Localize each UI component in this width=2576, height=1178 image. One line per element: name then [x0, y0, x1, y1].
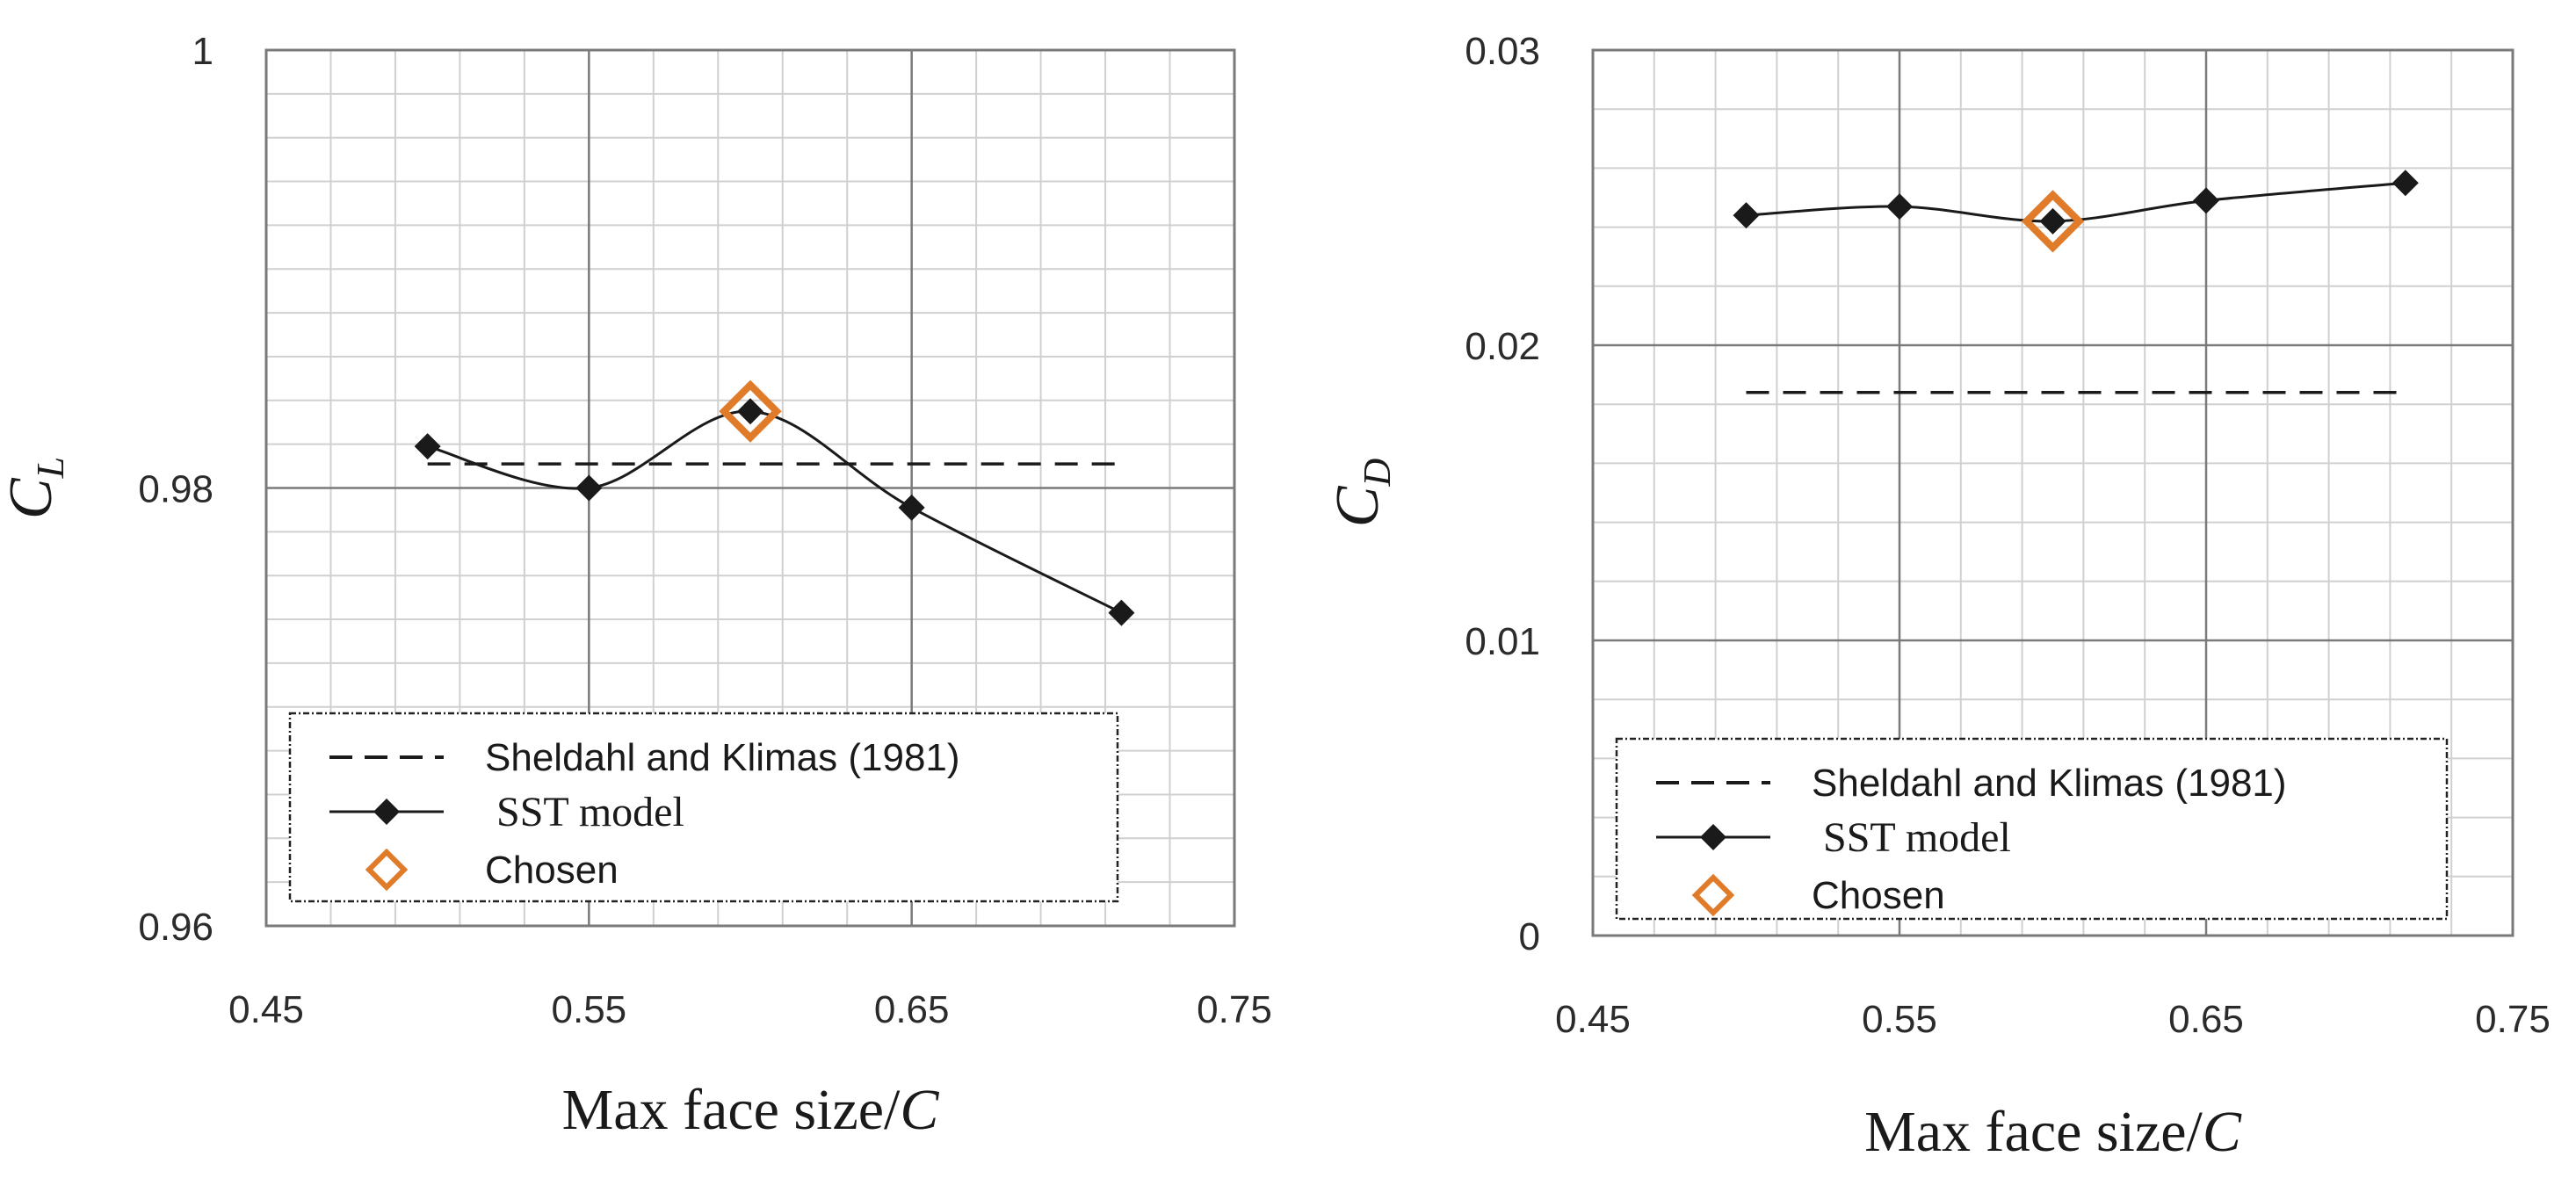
series-sst-line	[427, 409, 1123, 614]
y-axis-label: CD	[1324, 459, 1399, 528]
y-axis-label: CL	[0, 457, 72, 519]
sst-data-point	[414, 433, 441, 460]
y-axis-label-text: C	[1324, 485, 1392, 527]
x-axis-label: Max face size/C	[562, 1078, 940, 1142]
y-axis-label-subscript: D	[1356, 459, 1399, 488]
sst-data-point	[1733, 202, 1760, 229]
sst-data-point	[1108, 599, 1135, 626]
sst-data-point	[1886, 193, 1913, 220]
chosen-data-point	[2021, 190, 2085, 253]
y-axis-label-text: C	[0, 477, 65, 519]
x-axis-label-var: C	[900, 1078, 939, 1142]
x-axis-label: Max face size/C	[1864, 1100, 2242, 1164]
x-tick-label: 0.75	[2475, 998, 2551, 1041]
plot-frame	[1591, 48, 2514, 937]
y-tick-label: 0.96	[138, 906, 213, 949]
x-tick-label: 0.45	[1555, 998, 1631, 1041]
plot-frame	[264, 48, 1236, 928]
y-tick-label: 0.98	[138, 468, 213, 511]
legend-drag: Sheldahl and Klimas (1981) SST model Chose…	[1615, 737, 2449, 921]
x-tick-label: 0.65	[874, 988, 950, 1031]
x-tick-label: 0.75	[1197, 988, 1272, 1031]
sst-data-point	[2193, 187, 2219, 214]
chosen-data-point	[719, 379, 782, 443]
legend-chosen-swatch	[1691, 873, 1735, 917]
x-tick-label: 0.55	[552, 988, 627, 1031]
y-axis-label-subscript: L	[29, 457, 72, 479]
x-axis-label-text: Max face size/	[562, 1078, 901, 1142]
legend-lift: Sheldahl and Klimas (1981) SST model Chose…	[288, 712, 1119, 903]
y-tick-label: 1	[192, 30, 213, 73]
chart-lift: 0.45 0.55 0.65 0.75 0.96 0.98 1 Max face size/C…	[0, 30, 1272, 1142]
legend-sst-label: SST model	[1823, 814, 2011, 861]
legend-sst-label: SST model	[496, 789, 684, 835]
y-tick-label: 0.02	[1465, 325, 1540, 368]
x-axis-label-var: C	[2203, 1100, 2242, 1164]
sst-data-point	[2039, 207, 2066, 235]
legend-chosen-label: Chosen	[485, 849, 619, 892]
x-axis-label-text: Max face size/	[1864, 1100, 2203, 1164]
legend-sst-swatch-marker	[373, 799, 400, 825]
y-tick-label: 0	[1519, 915, 1540, 958]
legend-sst-swatch-marker	[1700, 824, 1726, 850]
legend-chosen-swatch	[365, 848, 409, 892]
legend-box	[288, 712, 1119, 903]
sst-data-point	[2391, 170, 2419, 197]
legend-chosen-label: Chosen	[1812, 874, 1945, 917]
legend-reference-label: Sheldahl and Klimas (1981)	[485, 736, 960, 779]
sst-data-point	[898, 494, 925, 521]
y-tick-label: 0.03	[1465, 30, 1540, 73]
sst-data-point	[575, 474, 603, 502]
chart-drag: 0.45 0.55 0.65 0.75 0 0.01 0.02 0.03 Max face si…	[1324, 30, 2551, 1164]
x-tick-label: 0.45	[228, 988, 304, 1031]
y-tick-label: 0.01	[1465, 620, 1540, 663]
legend-box	[1615, 737, 2449, 921]
x-tick-label: 0.65	[2168, 998, 2244, 1041]
sst-data-point	[737, 398, 763, 425]
x-tick-label: 0.55	[1862, 998, 1937, 1041]
legend-reference-label: Sheldahl and Klimas (1981)	[1812, 762, 2287, 805]
